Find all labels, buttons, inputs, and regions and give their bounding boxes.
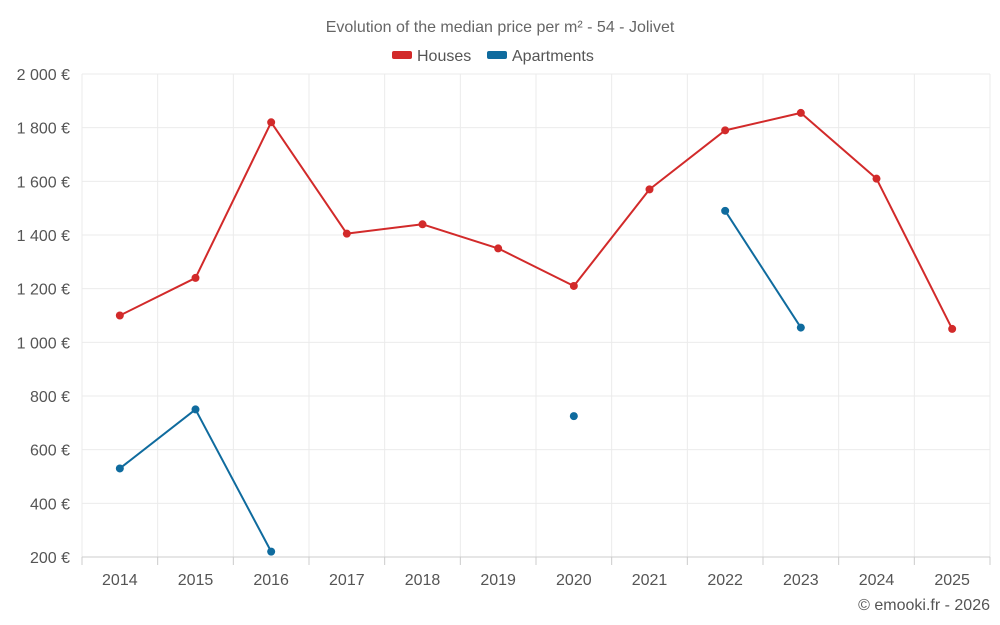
x-tick-label: 2025	[934, 572, 970, 589]
x-tick-label: 2020	[556, 572, 592, 589]
grid	[81, 73, 991, 557]
series-line	[119, 408, 273, 553]
data-point[interactable]	[569, 281, 578, 290]
data-point[interactable]	[115, 311, 124, 320]
data-point[interactable]	[796, 323, 805, 332]
data-point[interactable]	[721, 206, 730, 215]
data-point[interactable]	[191, 405, 200, 414]
y-tick-label: 600 €	[30, 443, 70, 460]
y-tick-label: 1 800 €	[17, 121, 70, 138]
data-point[interactable]	[267, 118, 276, 127]
y-tick-label: 2 000 €	[17, 67, 70, 84]
y-tick-label: 1 200 €	[17, 282, 70, 299]
x-tick-label: 2022	[707, 572, 743, 589]
x-tick-label: 2024	[859, 572, 895, 589]
data-point[interactable]	[872, 174, 881, 183]
x-tick-label: 2023	[783, 572, 819, 589]
legend-item-houses[interactable]: Houses	[392, 48, 471, 65]
data-point[interactable]	[494, 244, 503, 253]
data-point[interactable]	[342, 229, 351, 238]
x-tick-label: 2014	[102, 572, 138, 589]
legend[interactable]: Houses Apartments	[392, 48, 594, 65]
y-tick-label: 1 000 €	[17, 335, 70, 352]
data-point[interactable]	[191, 273, 200, 282]
legend-swatch	[487, 51, 507, 59]
legend-item-apartments[interactable]: Apartments	[487, 48, 594, 65]
series-apartments	[115, 206, 805, 556]
data-point[interactable]	[267, 547, 276, 556]
x-tick-label: 2018	[405, 572, 441, 589]
data-point[interactable]	[569, 412, 578, 421]
y-tick-label: 200 €	[30, 550, 70, 567]
data-point[interactable]	[115, 464, 124, 473]
chart-title: Evolution of the median price per m² - 5…	[326, 19, 675, 36]
data-point[interactable]	[796, 108, 805, 117]
axes: 200 € 400 € 600 € 800 € 1 000 € 1 200 € 1 400 …	[17, 67, 991, 589]
data-point[interactable]	[418, 220, 427, 229]
y-tick-label: 400 €	[30, 496, 70, 513]
series-line	[119, 111, 954, 330]
data-point[interactable]	[645, 185, 654, 194]
x-tick-label: 2017	[329, 572, 365, 589]
legend-label: Houses	[417, 48, 471, 65]
y-tick-label: 1 600 €	[17, 174, 70, 191]
x-tick-label: 2016	[253, 572, 289, 589]
credit-text: © emooki.fr - 2026	[858, 597, 990, 614]
data-point[interactable]	[948, 324, 957, 333]
data-point[interactable]	[721, 126, 730, 135]
x-tick-label: 2021	[632, 572, 668, 589]
series-line	[724, 210, 802, 329]
legend-swatch	[392, 51, 412, 59]
legend-label: Apartments	[512, 48, 594, 65]
y-tick-label: 1 400 €	[17, 228, 70, 245]
y-tick-label: 800 €	[30, 389, 70, 406]
series-houses	[115, 108, 957, 333]
x-tick-label: 2015	[178, 572, 214, 589]
series-layer	[115, 108, 957, 556]
x-tick-label: 2019	[480, 572, 516, 589]
